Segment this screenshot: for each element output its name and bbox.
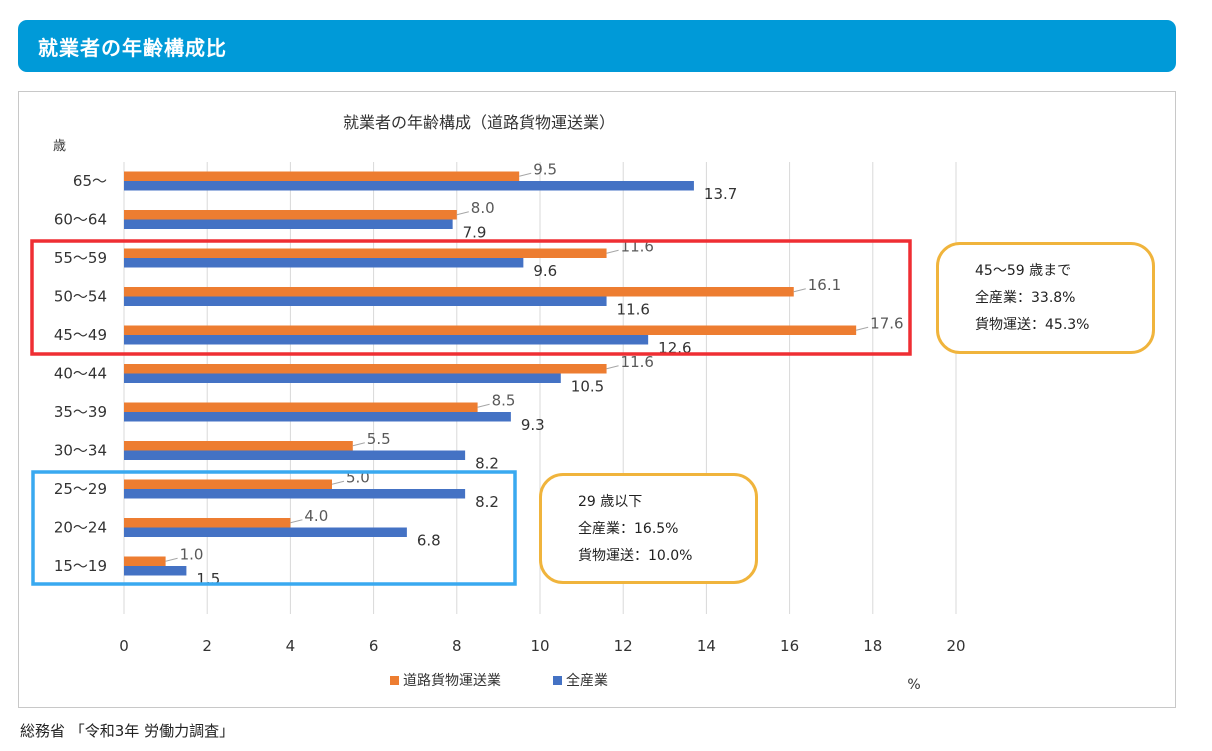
bar-freight <box>124 210 457 220</box>
x-tick-label-6: 6 <box>369 637 379 655</box>
x-tick-label-16: 16 <box>780 637 799 655</box>
bar-all-industry <box>124 489 466 499</box>
x-tick-label-18: 18 <box>863 637 882 655</box>
callout-under-29-title: 29 歳以下 <box>578 494 643 510</box>
callout-45-59: 45～59 歳まで 全産業：33.8% 貨物運送：45.3% <box>936 242 1155 354</box>
data-label-all-industry: 11.6 <box>617 301 650 319</box>
bar-freight <box>124 518 291 528</box>
source-note: 総務省 「令和3年 労働力調査」 <box>20 722 235 740</box>
x-tick-label-8: 8 <box>452 637 462 655</box>
x-tick-label-0: 0 <box>119 637 129 655</box>
data-label-all-industry: 9.6 <box>533 262 557 280</box>
bar-freight <box>124 441 353 451</box>
callout-45-59-freight: 貨物運送：45.3% <box>975 317 1090 333</box>
leader-line-freight <box>856 326 869 331</box>
bar-freight <box>124 287 794 297</box>
bar-all-industry <box>124 373 561 383</box>
bar-all-industry <box>124 450 466 460</box>
x-tick-label-20: 20 <box>946 637 965 655</box>
legend-swatch-all-industry <box>553 676 562 685</box>
legend-label-freight: 道路貨物運送業 <box>403 672 501 689</box>
bar-freight <box>124 479 332 489</box>
category-label: 65～ <box>73 172 107 190</box>
y-axis-unit-label: 歳 <box>53 139 66 154</box>
bar-freight <box>124 325 857 335</box>
category-label: 30～34 <box>54 442 107 460</box>
leader-line-freight <box>477 403 490 408</box>
leader-line-freight <box>165 557 178 562</box>
highlight-box-45-59 <box>30 239 912 356</box>
category-label: 60～64 <box>54 211 107 229</box>
category-label: 40～44 <box>54 365 107 383</box>
data-label-all-industry: 6.8 <box>417 532 441 550</box>
section-title: 就業者の年齢構成比 <box>38 35 227 60</box>
x-tick-label-4: 4 <box>286 637 296 655</box>
data-label-freight: 1.0 <box>180 546 204 564</box>
x-tick-label-2: 2 <box>202 637 212 655</box>
chart-frame: 就業者の年齢構成（道路貨物運送業） 歳% 0 2 4 6 8 10 12 14 16 18 20 65～ 9… <box>18 91 1176 708</box>
x-tick-label-12: 12 <box>614 637 633 655</box>
category-label: 25～29 <box>54 480 107 498</box>
bar-all-industry <box>124 296 607 306</box>
bar-all-industry <box>124 412 511 422</box>
bar-all-industry <box>124 181 694 191</box>
callout-45-59-title: 45～59 歳まで <box>975 263 1072 279</box>
data-label-freight: 4.0 <box>304 507 328 525</box>
data-label-all-industry: 8.2 <box>475 455 499 473</box>
data-label-freight: 16.1 <box>808 276 841 294</box>
data-label-freight: 11.6 <box>621 353 654 371</box>
x-tick-label-10: 10 <box>530 637 549 655</box>
leader-line-freight <box>290 519 303 524</box>
category-label: 15～19 <box>54 557 107 575</box>
data-label-freight: 5.5 <box>367 430 391 448</box>
chart-title: 就業者の年齢構成（道路貨物運送業） <box>343 113 615 132</box>
leader-line-freight <box>331 480 345 485</box>
bar-freight <box>124 402 478 412</box>
bar-all-industry <box>124 219 453 229</box>
callout-45-59-all: 全産業：33.8% <box>975 290 1076 306</box>
age-composition-chart: 就業者の年齢構成（道路貨物運送業） 歳% 0 2 4 6 8 10 12 14 16 18 20 65～ 9… <box>30 113 966 693</box>
category-label: 35～39 <box>54 403 107 421</box>
data-label-freight: 9.5 <box>533 161 557 179</box>
callout-under-29-freight: 貨物運送：10.0% <box>578 548 693 564</box>
leader-line-freight <box>519 172 532 177</box>
leader-line-freight <box>606 365 619 370</box>
bar-freight <box>124 248 607 258</box>
data-label-all-industry: 13.7 <box>704 185 737 203</box>
legend-swatch-freight <box>390 676 399 685</box>
leader-line-freight <box>352 442 365 447</box>
bar-all-industry <box>124 335 649 345</box>
x-tick-label-14: 14 <box>697 637 716 655</box>
category-label: 20～24 <box>54 519 107 537</box>
data-label-all-industry: 9.3 <box>521 416 545 434</box>
category-label: 50～54 <box>54 288 107 306</box>
data-label-all-industry: 7.9 <box>463 224 487 242</box>
category-label: 45～49 <box>54 326 107 344</box>
leader-line-freight <box>793 288 806 293</box>
bar-freight <box>124 364 607 374</box>
bar-all-industry <box>124 258 524 268</box>
leader-line-freight <box>456 211 469 216</box>
section-header: 就業者の年齢構成比 <box>18 20 1176 72</box>
callout-under-29-all: 全産業：16.5% <box>578 521 679 537</box>
leader-line-freight <box>606 249 619 254</box>
data-label-all-industry: 8.2 <box>475 493 499 511</box>
bar-freight <box>124 171 520 181</box>
data-label-freight: 8.0 <box>471 199 495 217</box>
data-label-freight: 8.5 <box>492 392 516 410</box>
bar-all-industry <box>124 566 187 576</box>
callout-under-29: 29 歳以下 全産業：16.5% 貨物運送：10.0% <box>539 473 758 584</box>
bar-freight <box>124 556 166 566</box>
category-label: 55～59 <box>54 249 107 267</box>
legend-label-all-industry: 全産業 <box>566 672 608 689</box>
highlight-box-under-29 <box>31 470 517 586</box>
data-label-freight: 17.6 <box>870 315 903 333</box>
x-axis-unit-label: % <box>907 677 920 693</box>
bar-all-industry <box>124 527 407 537</box>
data-label-all-industry: 10.5 <box>571 378 604 396</box>
